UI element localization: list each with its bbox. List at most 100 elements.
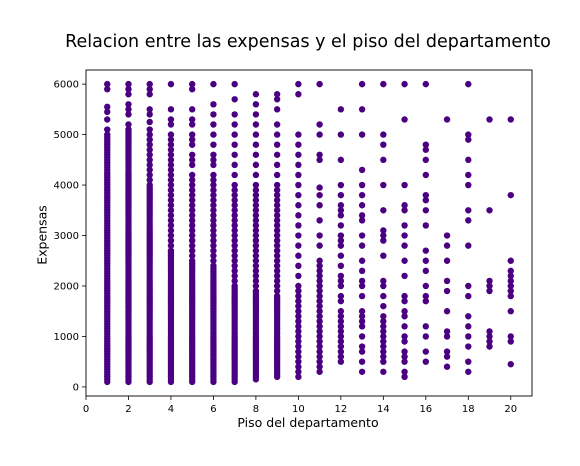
data-point	[273, 202, 281, 209]
data-point	[337, 343, 345, 350]
data-point	[337, 282, 345, 290]
data-point	[146, 106, 153, 113]
data-point	[380, 323, 387, 330]
data-point	[337, 308, 345, 315]
data-point	[231, 247, 238, 254]
data-point	[210, 191, 217, 199]
data-point	[167, 227, 175, 234]
data-point	[188, 227, 196, 234]
data-point	[358, 106, 366, 113]
data-point	[401, 348, 408, 355]
data-point	[316, 267, 323, 275]
data-point	[167, 131, 175, 138]
data-point	[231, 237, 238, 244]
data-point	[401, 368, 408, 375]
data-point	[422, 197, 430, 204]
data-point	[401, 202, 408, 209]
data-point	[443, 333, 451, 340]
data-point	[273, 217, 281, 224]
data-point	[188, 131, 196, 138]
data-point	[295, 308, 302, 315]
data-point	[273, 262, 281, 269]
data-points	[104, 80, 514, 386]
data-point	[358, 257, 366, 264]
data-point	[231, 141, 238, 148]
data-point	[273, 227, 281, 234]
data-point	[231, 282, 238, 290]
data-point	[337, 318, 345, 325]
data-point	[380, 282, 387, 290]
data-point	[358, 313, 366, 320]
data-point	[273, 131, 281, 138]
data-point	[188, 186, 196, 194]
data-point	[210, 181, 217, 189]
data-point	[295, 348, 302, 355]
data-point	[252, 186, 260, 194]
data-point	[380, 353, 387, 360]
data-point	[358, 348, 366, 355]
data-point	[380, 292, 387, 300]
data-point	[167, 217, 175, 224]
data-point	[252, 202, 260, 209]
data-point	[337, 328, 345, 335]
data-point	[146, 176, 153, 184]
data-point	[507, 116, 514, 123]
data-point	[465, 217, 472, 224]
data-point	[273, 242, 281, 249]
data-point	[443, 287, 451, 295]
data-point	[316, 121, 323, 128]
data-point	[337, 358, 345, 365]
data-point	[104, 80, 111, 88]
data-point	[167, 222, 175, 229]
data-point	[231, 252, 238, 259]
y-tick-label: 6000	[54, 80, 79, 91]
data-point	[273, 186, 281, 194]
data-point	[316, 302, 323, 310]
y-tick-label: 5000	[54, 130, 79, 141]
x-tick-label: 14	[377, 404, 390, 415]
data-point	[422, 80, 430, 88]
data-point	[231, 111, 238, 118]
data-point	[167, 191, 175, 199]
data-point	[252, 262, 260, 269]
data-point	[104, 116, 111, 123]
data-point	[443, 242, 451, 249]
data-point	[295, 282, 302, 290]
x-tick-label: 6	[210, 404, 216, 415]
data-point	[443, 277, 451, 285]
data-point	[443, 353, 451, 360]
data-point	[507, 361, 514, 368]
data-point	[316, 232, 323, 239]
data-point	[125, 85, 132, 93]
data-point	[486, 343, 493, 350]
data-point	[316, 277, 323, 285]
data-point	[422, 267, 430, 275]
data-point	[188, 151, 196, 158]
data-point	[316, 272, 323, 280]
data-point	[295, 297, 302, 305]
data-point	[188, 202, 196, 209]
data-point	[210, 186, 217, 194]
data-point	[337, 272, 345, 280]
data-point	[295, 338, 302, 345]
x-tick-label: 0	[83, 404, 89, 415]
data-point	[252, 282, 260, 290]
data-point	[252, 111, 260, 118]
data-point	[337, 292, 345, 300]
data-point	[231, 80, 238, 88]
data-point	[316, 313, 323, 320]
data-point	[358, 323, 366, 330]
data-point	[167, 106, 175, 113]
data-point	[252, 277, 260, 285]
data-point	[295, 191, 302, 199]
data-point	[380, 313, 387, 320]
data-point	[401, 292, 408, 300]
data-point	[167, 242, 175, 249]
data-point	[465, 181, 472, 189]
data-point	[167, 171, 175, 179]
data-point	[188, 232, 196, 239]
data-point	[231, 242, 238, 249]
data-point	[337, 181, 345, 189]
data-point	[188, 85, 196, 93]
data-point	[507, 338, 514, 345]
